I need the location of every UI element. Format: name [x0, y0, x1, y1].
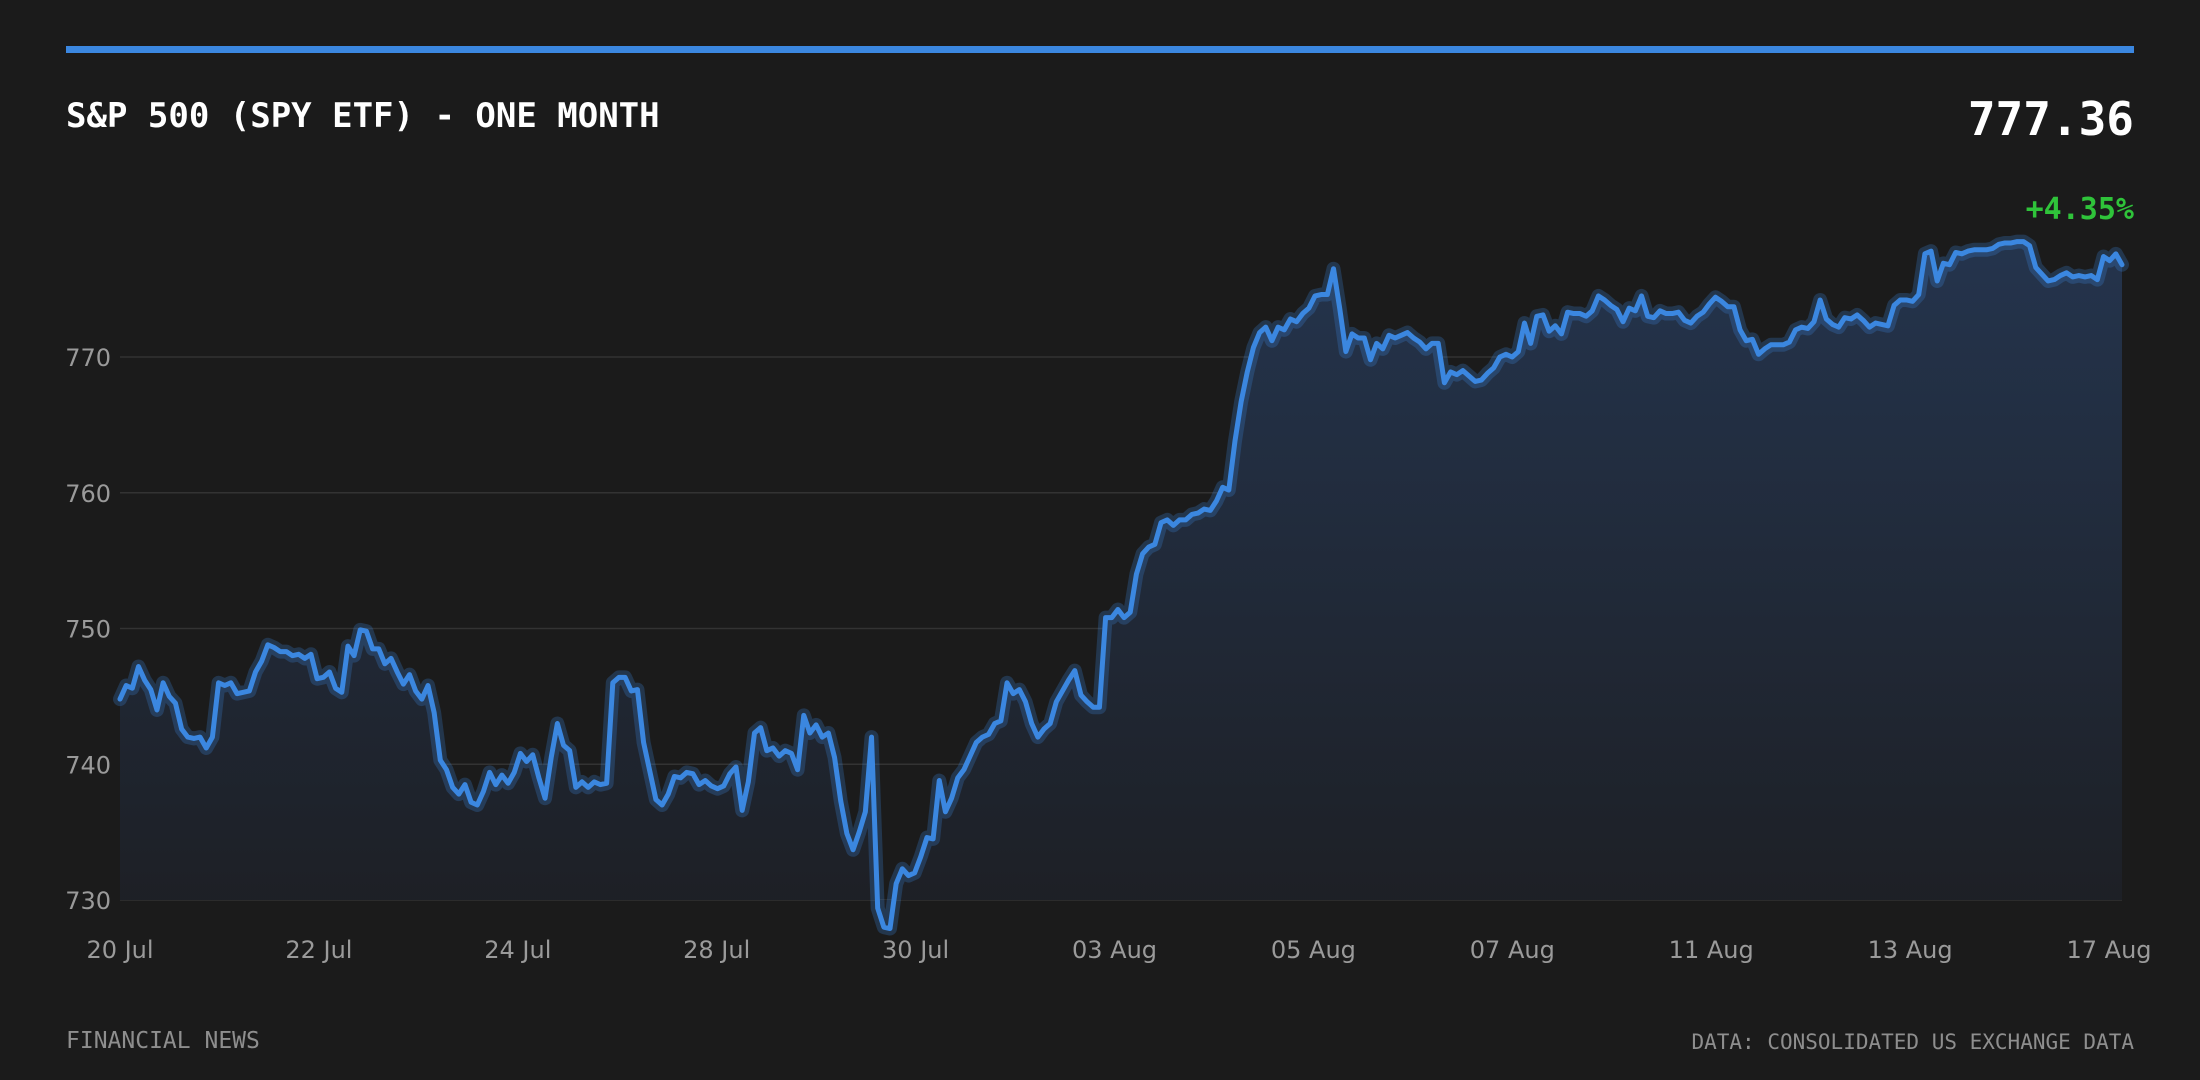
x-tick-label: 05 Aug — [1271, 936, 1356, 964]
chart-title: S&P 500 (SPY ETF) - ONE MONTH — [66, 96, 660, 136]
y-tick-label: 730 — [65, 887, 111, 915]
x-tick-label: 07 Aug — [1470, 936, 1555, 964]
x-tick-label: 11 Aug — [1669, 936, 1754, 964]
area-fill — [120, 241, 2122, 929]
accent-bar — [66, 46, 2134, 53]
x-axis-labels: 20 Jul 22 Jul 24 Jul 28 Jul 30 Jul 03 Aug 05 A… — [86, 936, 2151, 964]
y-axis-labels: 730 740 750 760 770 — [65, 344, 111, 915]
series-line — [117, 239, 2125, 932]
footer-source-left: FINANCIAL NEWS — [66, 1028, 260, 1054]
x-tick-label: 30 Jul — [882, 936, 949, 964]
area-layer — [120, 241, 2122, 929]
x-tick-label: 28 Jul — [683, 936, 750, 964]
x-tick-label: 17 Aug — [2066, 936, 2151, 964]
price-change: +4.35% — [2025, 192, 2134, 227]
y-tick-label: 750 — [65, 616, 111, 644]
y-tick-label: 770 — [65, 344, 111, 372]
x-tick-label: 13 Aug — [1868, 936, 1953, 964]
x-tick-label: 24 Jul — [484, 936, 551, 964]
x-tick-label: 22 Jul — [285, 936, 352, 964]
current-price: 777.36 — [1967, 92, 2134, 146]
x-tick-label: 20 Jul — [86, 936, 153, 964]
line-layer — [113, 234, 2129, 936]
footer-source-right: DATA: CONSOLIDATED US EXCHANGE DATA — [1691, 1030, 2134, 1054]
x-tick-label: 03 Aug — [1072, 936, 1157, 964]
y-tick-label: 740 — [65, 751, 111, 779]
y-tick-label: 760 — [65, 480, 111, 508]
